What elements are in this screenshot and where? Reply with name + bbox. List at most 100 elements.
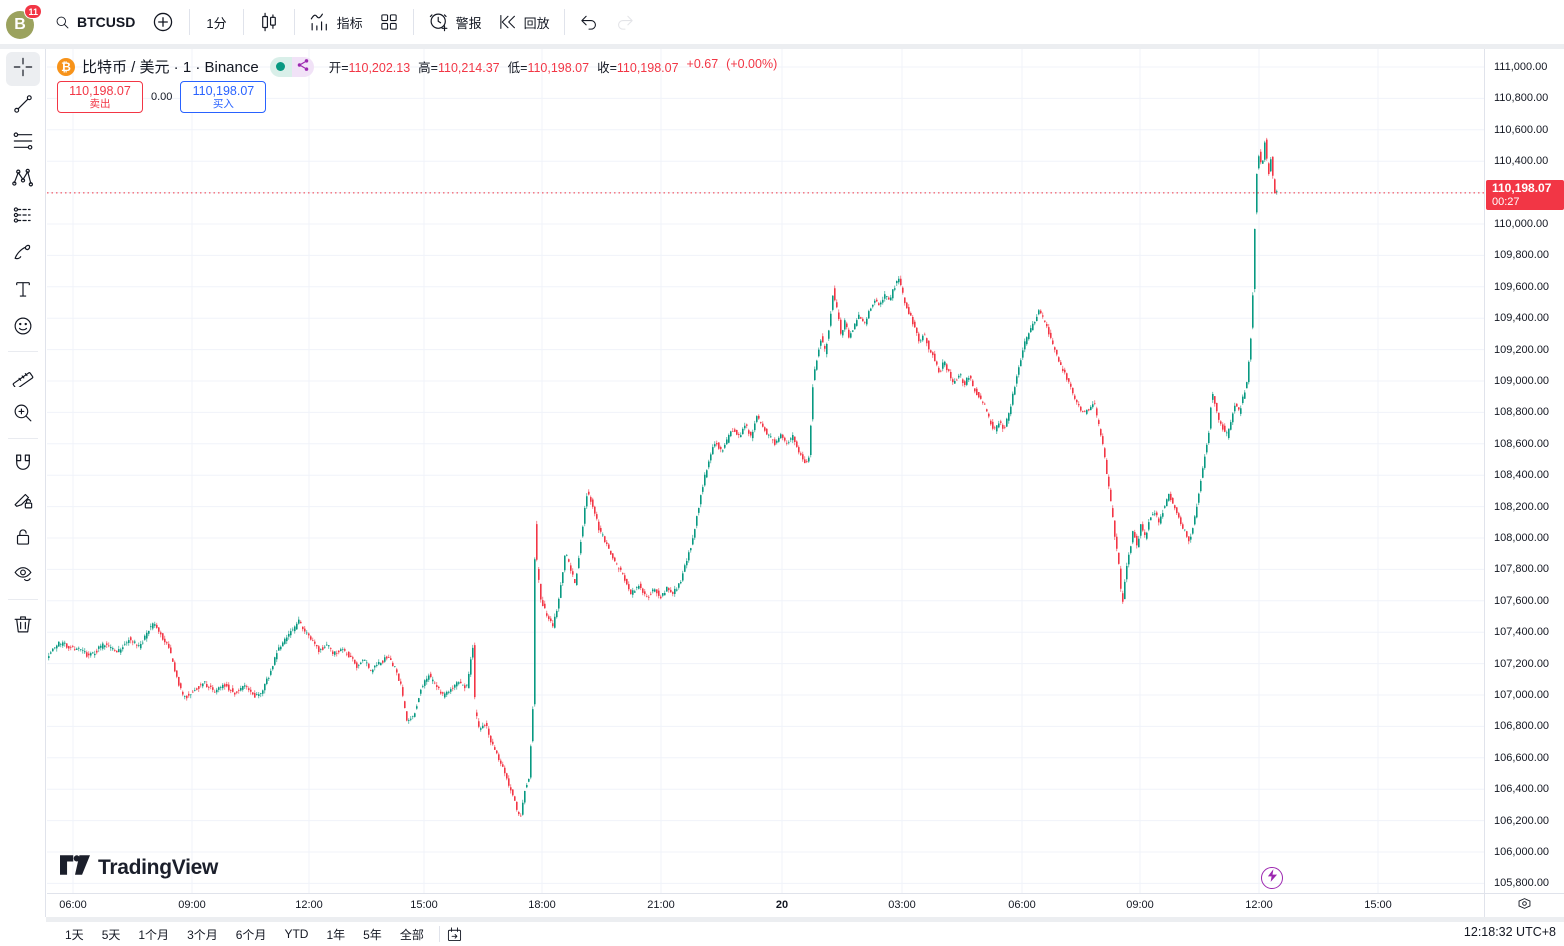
tool-hide-drawings[interactable] xyxy=(6,559,40,593)
user-menu-button[interactable]: B 11 xyxy=(6,4,42,39)
price-axis-label: 107,600.00 xyxy=(1494,594,1550,607)
alert-button[interactable]: 警报 xyxy=(420,5,490,39)
price-axis-label: 109,000.00 xyxy=(1494,375,1550,387)
text-tool-icon xyxy=(12,278,34,305)
ohlc-values: 开=110,202.13 高=110,214.37 低=110,198.07 收… xyxy=(328,57,778,75)
axis-settings-button[interactable] xyxy=(1484,893,1564,917)
price-axis-label: 106,400.00 xyxy=(1494,783,1550,796)
bottom-gap xyxy=(46,917,1564,922)
time-axis-label: 09:00 xyxy=(1126,899,1154,911)
high-value: 110,214.37 xyxy=(437,61,500,75)
price-axis-label: 108,400.00 xyxy=(1494,469,1550,482)
symbol-search-button[interactable]: BTCUSD xyxy=(46,5,143,39)
price-axis-label: 108,200.00 xyxy=(1494,500,1550,513)
status-pill xyxy=(269,56,314,77)
drawing-mode-lock-icon xyxy=(12,489,34,516)
price-axis-label: 110,600.00 xyxy=(1494,123,1549,136)
interval-button[interactable]: 1分 xyxy=(206,15,227,31)
tool-crosshair[interactable] xyxy=(5,52,40,86)
price-axis-label: 107,000.00 xyxy=(1494,689,1550,701)
tool-lock-all[interactable] xyxy=(6,522,40,556)
current-price-tag: 110,198.07 00:27 xyxy=(1486,179,1564,211)
search-icon xyxy=(54,14,71,31)
price-axis-label: 108,000.00 xyxy=(1494,532,1550,544)
tool-zoom-in[interactable] xyxy=(6,398,40,432)
chart-style-button[interactable] xyxy=(250,5,288,39)
buy-price: 110,198.07 xyxy=(192,84,255,98)
sell-label: 卖出 xyxy=(89,97,111,110)
range-button-3个月[interactable]: 3个月 xyxy=(187,927,218,942)
chart-legend: ₿ 比特币 / 美元 · 1 · Binance 开=110,202.13 高=… xyxy=(57,56,777,77)
undo-button[interactable] xyxy=(571,5,607,39)
range-button-1天[interactable]: 1天 xyxy=(65,927,84,942)
tool-remove-drawings[interactable] xyxy=(6,609,40,643)
chart-pane[interactable]: ₿ 比特币 / 美元 · 1 · Binance 开=110,202.13 高=… xyxy=(47,49,1564,893)
current-price-value: 110,198.07 xyxy=(1492,180,1552,195)
sidebar-divider xyxy=(7,599,38,600)
share-icon xyxy=(296,58,310,76)
tool-text-tool[interactable] xyxy=(6,274,40,308)
time-axis-label: 15:00 xyxy=(1364,899,1392,911)
indicators-icon xyxy=(309,11,331,33)
price-axis-label: 106,800.00 xyxy=(1494,720,1550,733)
tool-magnet[interactable] xyxy=(6,448,40,482)
time-axis-label: 09:00 xyxy=(178,899,206,911)
range-button-6个月[interactable]: 6个月 xyxy=(235,927,267,942)
clock-timezone-button[interactable]: 12:18:32 UTC+8 xyxy=(1463,925,1556,939)
range-button-1个月[interactable]: 1个月 xyxy=(138,927,170,942)
tool-projection[interactable] xyxy=(6,200,40,234)
time-axis[interactable]: 06:00 09:00 12:00 15:00 18:00 21:00 20 03:00 06:… xyxy=(47,893,1484,917)
lightning-mode-button[interactable] xyxy=(1261,867,1283,889)
toolbar-divider xyxy=(242,9,244,35)
gear-icon xyxy=(1516,895,1533,917)
alarm-clock-icon xyxy=(428,11,450,33)
buy-label: 买入 xyxy=(212,97,234,110)
redo-button[interactable] xyxy=(607,5,643,39)
price-axis-label: 106,000.00 xyxy=(1494,846,1550,858)
range-button-5天[interactable]: 5天 xyxy=(101,927,121,942)
time-axis-label: 18:00 xyxy=(528,899,556,911)
range-button-5年[interactable]: 5年 xyxy=(363,927,382,942)
share-button[interactable] xyxy=(291,56,314,77)
range-button-ytd[interactable]: YTD xyxy=(284,927,309,941)
tool-trend-line[interactable] xyxy=(6,89,40,123)
tool-fib-retracement[interactable] xyxy=(6,126,40,160)
price-axis[interactable]: 111,000.00 110,800.00 110,600.00 110,400.00… xyxy=(1484,49,1564,893)
tradingview-logo-icon xyxy=(60,855,90,880)
price-axis-label: 109,600.00 xyxy=(1494,280,1550,293)
tool-drawing-mode-lock[interactable] xyxy=(6,485,40,519)
time-axis-label: 20 xyxy=(775,899,789,911)
market-open-dot-icon xyxy=(276,62,286,71)
change-pct-value: (+0.00%) xyxy=(726,57,778,71)
indicators-label: 指标 xyxy=(336,15,363,31)
time-axis-label: 06:00 xyxy=(1008,899,1036,911)
compare-add-button[interactable] xyxy=(143,5,183,39)
projection-icon xyxy=(12,204,34,231)
replay-button[interactable]: 回放 xyxy=(490,5,558,39)
lock-all-icon xyxy=(12,526,34,553)
sidebar-divider xyxy=(7,351,38,352)
tool-measure-ruler[interactable] xyxy=(6,361,40,395)
layout-grid-button[interactable] xyxy=(371,5,407,39)
change-value: +0.67 xyxy=(686,57,719,71)
tool-emoji[interactable] xyxy=(6,311,40,345)
symbol-label: BTCUSD xyxy=(77,14,136,30)
buy-button[interactable]: 110,198.07 买入 xyxy=(180,81,267,113)
crosshair-icon xyxy=(12,56,34,83)
legend-title[interactable]: 比特币 / 美元 · 1 · Binance xyxy=(82,59,259,76)
sell-button[interactable]: 110,198.07 卖出 xyxy=(57,81,143,113)
market-status-button[interactable] xyxy=(269,56,292,77)
go-to-date-button[interactable] xyxy=(446,926,463,943)
tool-xabcd-pattern[interactable] xyxy=(6,163,40,197)
indicators-button[interactable]: 指标 xyxy=(301,5,371,39)
range-button-1年[interactable]: 1年 xyxy=(326,927,346,942)
range-button-全部[interactable]: 全部 xyxy=(399,927,424,942)
fib-retracement-icon xyxy=(12,130,34,157)
toolbar-divider xyxy=(293,9,295,35)
sidebar-divider xyxy=(7,438,38,439)
notification-badge: 11 xyxy=(24,4,42,19)
price-axis-label: 106,600.00 xyxy=(1494,751,1550,764)
replay-icon xyxy=(498,12,518,32)
tool-brush[interactable] xyxy=(6,237,40,271)
time-axis-label: 03:00 xyxy=(888,899,916,911)
